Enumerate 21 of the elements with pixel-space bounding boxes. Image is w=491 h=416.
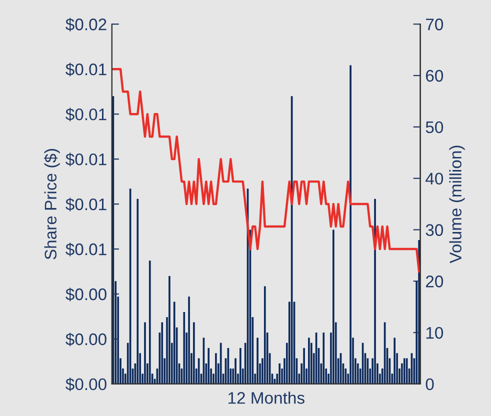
y-tick-label: $0.02 bbox=[66, 18, 106, 32]
line-series bbox=[112, 68, 420, 273]
y-tick-label: $0.00 bbox=[66, 288, 106, 302]
y2-tick-label: 0 bbox=[426, 378, 434, 390]
y2-tick-label: 60 bbox=[426, 70, 444, 82]
y2-tick-label: 30 bbox=[426, 224, 444, 236]
y-tick-label: $0.01 bbox=[66, 62, 106, 76]
y2-tick-label: 50 bbox=[426, 121, 444, 134]
y-tick-label: $0.01 bbox=[66, 108, 106, 122]
y-tick-label: $0.01 bbox=[66, 152, 106, 166]
y2-tick-label: 40 bbox=[426, 172, 444, 185]
y-axis-title: Share Price ($) bbox=[44, 149, 60, 260]
y2-tick-label: 70 bbox=[426, 18, 444, 30]
y-tick-label: $0.00 bbox=[66, 332, 106, 346]
y-tick-label: $0.01 bbox=[66, 242, 106, 256]
y-tick-label: $0.01 bbox=[66, 198, 106, 212]
y2-tick-label: 20 bbox=[426, 276, 444, 288]
x-axis-title: 12 Months bbox=[228, 392, 304, 404]
y2-tick-label: 10 bbox=[426, 326, 444, 339]
y2-axis-title: Volume (million) bbox=[449, 146, 465, 264]
y-tick-label: $0.00 bbox=[66, 378, 106, 392]
